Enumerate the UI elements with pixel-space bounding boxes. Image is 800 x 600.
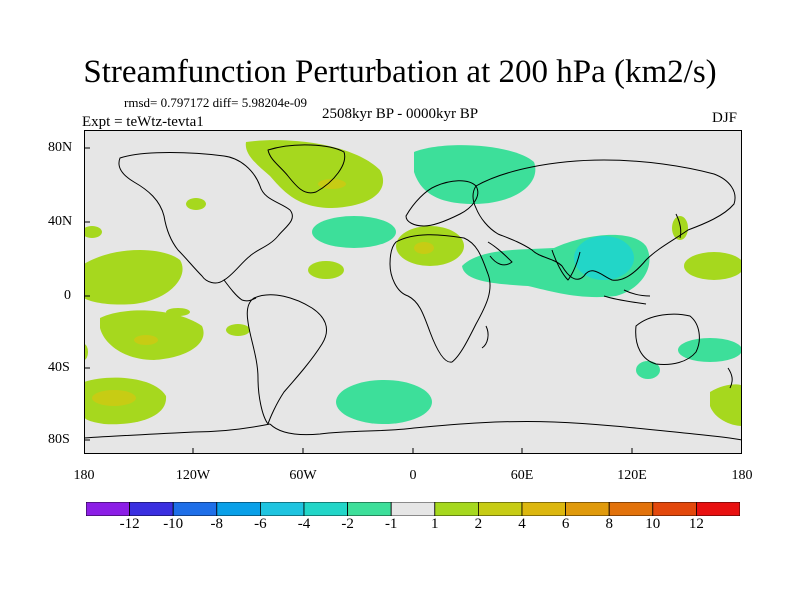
positive-anomaly-pacific-nw (186, 198, 206, 210)
positive-anomaly-south-atlantic (226, 324, 250, 336)
japan-coast (675, 213, 682, 239)
antarctica-coast (269, 420, 742, 441)
colorbar-swatch (565, 502, 610, 516)
colorbar-label: 10 (645, 516, 661, 532)
colorbar-label: -1 (384, 516, 398, 532)
colorbar-label: 2 (474, 516, 483, 532)
colorbar-swatch (172, 502, 218, 516)
colorbar-swatch (259, 502, 305, 516)
coastlines (84, 144, 742, 441)
colorbar-label: 12 (688, 516, 704, 532)
y-tick-label: 80S (48, 432, 70, 447)
colorbar-label: -8 (210, 516, 224, 532)
asia-coast (472, 159, 736, 281)
colorbar-swatch (390, 502, 436, 516)
positive-anomaly-chile (166, 308, 190, 316)
africa-coast (389, 234, 491, 363)
australia-coast (635, 313, 700, 365)
colorbar-label: 1 (431, 516, 439, 532)
colorbar-label: -2 (341, 516, 354, 532)
colorbar (86, 502, 740, 516)
colorbar-swatch (696, 502, 740, 516)
x-tick-label: 180 (73, 468, 95, 483)
madagascar-coast (481, 325, 489, 349)
y-tick-label: 0 (64, 288, 71, 303)
positive-anomaly-southern-ocean-e (710, 384, 742, 426)
y-tick-label: 40S (48, 360, 70, 375)
colorbar-swatch (216, 502, 261, 516)
x-tick-label: 0 (409, 468, 417, 483)
positive-core-south-pacific (134, 335, 158, 345)
arabia-coast (487, 241, 513, 266)
colorbar-label: -10 (163, 516, 184, 532)
period-label: 2508kyr BP - 0000kyr BP (322, 106, 479, 122)
colorbar-label: -6 (254, 516, 267, 532)
positive-anomaly-east-pacific (84, 249, 183, 305)
positive-anomaly-japan (672, 216, 688, 240)
india-coast (551, 249, 581, 281)
colorbar-label: -12 (119, 516, 140, 532)
colorbar-swatch (652, 502, 697, 516)
new-zealand-coast (727, 367, 733, 389)
y-tick-label: 80N (48, 140, 73, 155)
north-america-coast (118, 152, 293, 284)
colorbar-label: -4 (297, 516, 311, 532)
positive-anomaly-nw-pacific (684, 252, 742, 280)
experiment-label: Expt = teWtz-tevta1 (82, 114, 204, 130)
colorbar-swatch (303, 502, 348, 516)
colorbar-swatch (608, 502, 654, 516)
negative-anomaly-eurasia (414, 145, 536, 204)
colorbar-label: 4 (518, 516, 526, 532)
colorbar-swatch (86, 502, 130, 516)
europe-coast (405, 180, 479, 227)
colorbar-swatch (477, 502, 523, 516)
x-tick-label: 120W (175, 468, 211, 483)
x-tick-label: 60W (289, 468, 317, 483)
negative-anomaly-atlantic (312, 216, 396, 248)
colorbar-label: 6 (561, 516, 570, 532)
greenland-coast (267, 144, 346, 194)
season-label: DJF (712, 110, 738, 126)
colorbar-swatch (521, 502, 566, 516)
x-tick-label: 120E (617, 468, 647, 483)
chart-title: Streamfunction Perturbation at 200 hPa (… (83, 54, 717, 90)
positive-anomaly-aleutian (84, 226, 102, 238)
map-frame (84, 130, 742, 454)
negative-anomaly-australia-east (678, 338, 742, 362)
negative-anomaly-southern-ocean (336, 380, 432, 424)
south-america-coast (246, 294, 327, 425)
colorbar-swatch (129, 502, 174, 516)
positive-anomaly-greenland (245, 140, 384, 208)
colorbar-swatch (347, 502, 392, 516)
colorbar-swatch (434, 502, 479, 516)
positive-anomaly-caribbean (308, 261, 344, 279)
stats-text: rmsd= 0.797172 diff= 5.98204e-09 (124, 95, 308, 110)
positive-core-southern-ocean-w (92, 390, 136, 406)
colorbar-label: 8 (605, 516, 613, 532)
negative-core-asia (574, 236, 634, 280)
map-panel (84, 130, 742, 454)
positive-core-sahara (414, 242, 434, 254)
positive-anomaly-south-pacific (100, 310, 204, 360)
x-tick-label: 180 (731, 468, 753, 483)
y-tick-label: 40N (48, 214, 73, 229)
indonesia-coast (603, 289, 651, 305)
antarctica-coast-west (84, 423, 271, 439)
x-tick-label: 60E (510, 468, 534, 483)
negative-anomaly-indian-south (636, 361, 660, 379)
